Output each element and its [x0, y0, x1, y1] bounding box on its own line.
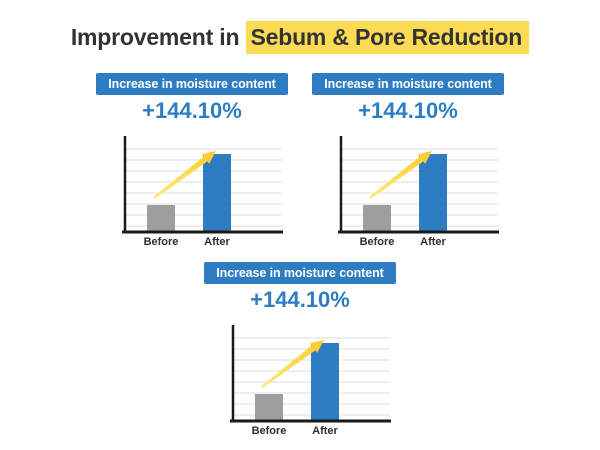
panel-row-bottom: Increase in moisture content +144.10% [0, 262, 600, 437]
after-bar [311, 343, 339, 421]
growth-arrow-icon [153, 151, 216, 199]
growth-arrow-icon [369, 151, 432, 199]
growth-arrow-icon [261, 340, 324, 388]
metric-panel-1: Increase in moisture content +144.10% [92, 73, 292, 248]
before-bar [363, 205, 391, 232]
before-after-bar-chart-1: Before After [122, 136, 283, 248]
metric-banner: Increase in moisture content [204, 262, 396, 284]
before-label: Before [144, 236, 179, 248]
metric-banner: Increase in moisture content [96, 73, 288, 95]
before-after-bar-chart-3: Before After [230, 325, 391, 437]
before-label: Before [360, 236, 395, 248]
metric-value: +144.10% [250, 287, 350, 312]
before-bar [147, 205, 175, 232]
metric-panel-2: Increase in moisture content +144.10% [308, 73, 508, 248]
before-bar [255, 394, 283, 421]
before-label: Before [252, 425, 287, 437]
metric-panel-3: Increase in moisture content +144.10% [200, 262, 400, 437]
after-label: After [420, 236, 446, 248]
page-title: Improvement in Sebum & Pore Reduction [0, 0, 600, 54]
after-label: After [204, 236, 230, 248]
after-bar [203, 154, 231, 232]
panel-row-top: Increase in moisture content +144.10% [0, 73, 600, 248]
title-prefix: Improvement in [70, 24, 246, 50]
title-highlight: Sebum & Pore Reduction [245, 21, 530, 54]
after-bar [419, 154, 447, 232]
after-label: After [312, 425, 338, 437]
metric-banner: Increase in moisture content [312, 73, 504, 95]
before-after-bar-chart-2: Before After [338, 136, 499, 248]
metric-value: +144.10% [142, 98, 242, 123]
metric-value: +144.10% [358, 98, 458, 123]
